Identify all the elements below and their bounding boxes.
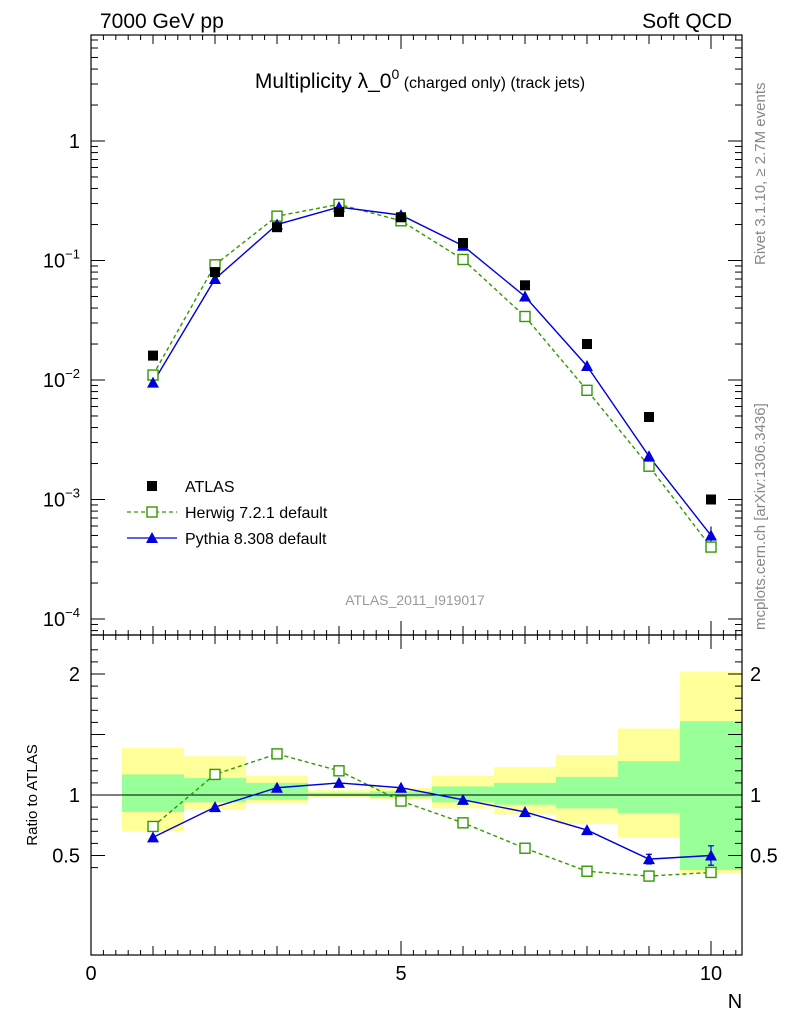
- x-tick-label: 10: [700, 963, 722, 985]
- pythia-ratio-point: [581, 824, 593, 836]
- title-suffix: (charged only) (track jets): [399, 75, 585, 92]
- pythia-line: [152, 206, 712, 536]
- main-series: [147, 198, 717, 553]
- stat-uncertainty-band: [184, 778, 246, 803]
- herwig-line: [152, 203, 712, 548]
- herwig-point: [643, 460, 655, 472]
- pythia-ratio-point: [519, 805, 531, 817]
- herwig-ratio-point: [457, 817, 469, 829]
- herwig-point: [705, 541, 717, 553]
- stat-uncertainty-band: [556, 776, 618, 809]
- herwig-ratio-point: [581, 865, 593, 877]
- y-tick-label: 1: [69, 131, 80, 153]
- legend-marker-atlas: [147, 481, 157, 491]
- legend-marker-herwig: [146, 506, 158, 518]
- legend-label-herwig: Herwig 7.2.1 default: [185, 505, 328, 522]
- pythia-ratio-point: [333, 776, 345, 788]
- pythia-ratio-point: [643, 853, 655, 865]
- header-left: 7000 GeV pp: [100, 10, 224, 33]
- atlas-point: [706, 494, 716, 505]
- atlas-point: [334, 206, 344, 217]
- y-tick-label: 10−1: [43, 247, 80, 273]
- legend-item-atlas: ATLAS: [147, 479, 235, 496]
- herwig-point: [519, 310, 531, 323]
- ratio-y-tick-label: 2: [69, 664, 80, 686]
- herwig-ratio-point: [705, 866, 717, 879]
- title-sup: 0: [391, 66, 399, 82]
- ratio-ylabel: Ratio to ATLAS: [24, 744, 41, 845]
- main-ticks: [90, 35, 742, 635]
- plot-title: Multiplicity λ_00 (charged only) (track …: [255, 66, 585, 93]
- legend-label-atlas: ATLAS: [185, 479, 235, 496]
- stat-uncertainty-band: [122, 774, 184, 812]
- legend-marker-pythia: [146, 532, 158, 543]
- pythia-ratio-point: [271, 781, 283, 793]
- ratio-series: [147, 748, 717, 882]
- y-tick-label: 10−3: [43, 486, 80, 512]
- stat-uncertainty-band: [680, 721, 742, 871]
- pythia-ratio-point: [395, 781, 407, 793]
- pythia-point: [519, 290, 531, 302]
- x-tick-label: 5: [395, 963, 406, 985]
- herwig-ratio-point: [271, 748, 283, 760]
- pythia-point: [643, 450, 655, 462]
- pythia-ratio-line: [152, 782, 712, 860]
- pythia-ratio-point: [457, 793, 469, 805]
- pythia-point: [705, 529, 717, 541]
- analysis-id: ATLAS_2011_I919017: [345, 592, 485, 608]
- ratio-frame: [90, 634, 743, 956]
- herwig-ratio-point: [519, 842, 531, 854]
- legend-item-pythia: Pythia 8.308 default: [127, 531, 327, 548]
- herwig-ratio-point: [209, 768, 221, 781]
- header-right: Soft QCD: [642, 10, 732, 33]
- herwig-ratio-line: [152, 753, 712, 877]
- legend: ATLAS Herwig 7.2.1 default Pythia 8.308 …: [127, 479, 328, 548]
- atlas-point: [458, 238, 468, 249]
- ratio-y-tick-label: 1: [69, 785, 80, 807]
- pythia-ratio-point: [147, 831, 159, 843]
- title-main: Multiplicity λ_0: [255, 70, 392, 93]
- y-tick-label: 10−4: [43, 605, 80, 631]
- pythia-ratio-point: [705, 849, 717, 861]
- atlas-point: [396, 212, 406, 223]
- herwig-point: [457, 253, 469, 266]
- stat-uncertainty-band: [494, 782, 556, 805]
- ratio-y-tick-label: 0.5: [52, 846, 80, 868]
- atlas-point: [148, 350, 158, 361]
- main-y-tick-labels: 1 10−1 10−2 10−3 10−4: [43, 131, 80, 631]
- herwig-ratio-point: [333, 765, 345, 777]
- legend-label-pythia: Pythia 8.308 default: [185, 531, 327, 548]
- mcplots-label: mcplots.cern.ch [arXiv:1306.3436]: [752, 403, 769, 630]
- atlas-point: [210, 267, 220, 278]
- ratio-bands: [122, 671, 742, 874]
- ratio-tick-labels: 0.5 0.5 1 1 2 2 0 5 10: [52, 664, 778, 985]
- atlas-point: [520, 280, 530, 291]
- pythia-ratio-point: [209, 801, 221, 813]
- herwig-point: [581, 384, 593, 396]
- ratio-y-tick-label-right: 1: [750, 785, 761, 807]
- atlas-point: [582, 339, 592, 350]
- stat-uncertainty-band: [370, 791, 432, 798]
- herwig-ratio-point: [643, 870, 655, 882]
- stat-uncertainty-band: [308, 792, 370, 797]
- pythia-point: [581, 359, 593, 371]
- rivet-label: Rivet 3.1.10, ≥ 2.7M events: [752, 83, 769, 266]
- ratio-panel: 0.5 0.5 1 1 2 2 0 5 10: [52, 634, 778, 985]
- x-axis-label: N: [728, 991, 742, 1013]
- herwig-ratio-point: [147, 820, 159, 833]
- ratio-y-tick-label-right: 2: [750, 664, 761, 686]
- y-tick-label: 10−2: [43, 366, 80, 392]
- legend-item-herwig: Herwig 7.2.1 default: [127, 505, 328, 522]
- x-tick-label: 0: [85, 963, 96, 985]
- atlas-point: [644, 412, 654, 423]
- pythia-point: [147, 376, 159, 388]
- stat-uncertainty-band: [618, 761, 680, 814]
- pythia-point: [209, 273, 221, 285]
- herwig-ratio-point: [395, 795, 407, 807]
- main-panel: 1 10−1 10−2 10−3 10−4: [43, 34, 743, 636]
- ratio-y-tick-label-right: 0.5: [750, 846, 778, 868]
- atlas-point: [272, 222, 282, 233]
